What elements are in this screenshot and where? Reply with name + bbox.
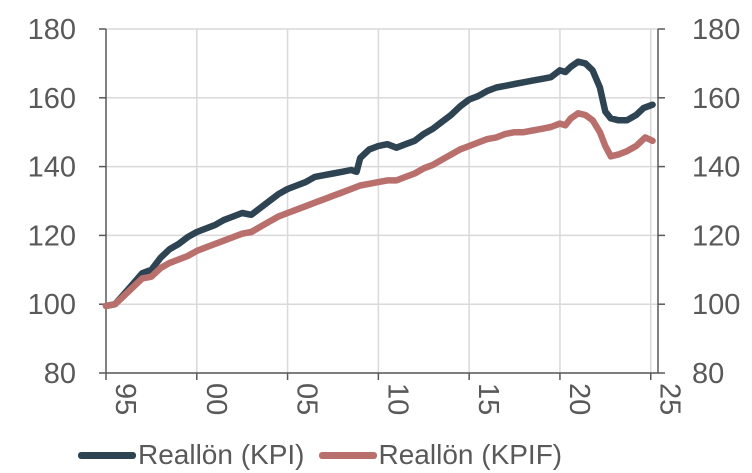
y-tick-label-left-100: 100: [28, 289, 76, 321]
legend-swatch-kpif: [318, 451, 377, 459]
legend-label-kpi: Reallön (KPI): [138, 439, 305, 470]
y-tick-label-right-120: 120: [692, 220, 740, 252]
x-tick-label-95: 95: [109, 383, 141, 415]
x-tick-label-10: 10: [381, 383, 413, 415]
tick-labels: 80 80 100 100 120 120 140 140 160 160 180 180 95 00 05…: [28, 14, 741, 415]
x-tick-label-15: 15: [472, 383, 504, 415]
x-tick-label-00: 00: [200, 383, 232, 415]
y-tick-label-right-80: 80: [692, 358, 724, 390]
x-tick-label-25: 25: [654, 383, 686, 415]
y-tick-label-left-140: 140: [28, 152, 76, 184]
y-tick-label-right-160: 160: [692, 83, 740, 115]
series-lines: [102, 58, 656, 310]
legend-swatch-kpi: [78, 451, 136, 459]
y-tick-label-right-100: 100: [692, 289, 740, 321]
legend-label-kpif: Reallön (KPIF): [378, 439, 563, 470]
y-tick-label-left-160: 160: [28, 83, 76, 115]
legend: Reallön (KPI) Reallön (KPIF): [78, 438, 576, 472]
legend-item-kpif: Reallön (KPIF): [318, 439, 563, 471]
y-tick-label-left-120: 120: [28, 220, 76, 252]
y-tick-label-left-80: 80: [44, 358, 76, 390]
axes: [99, 28, 665, 380]
series-line-0: [102, 58, 656, 310]
y-tick-label-left-180: 180: [28, 14, 76, 46]
x-tick-label-20: 20: [563, 383, 595, 415]
series-line-1: [102, 110, 656, 310]
x-tick-label-05: 05: [291, 383, 323, 415]
y-tick-label-right-180: 180: [692, 14, 740, 46]
y-tick-label-right-140: 140: [692, 152, 740, 184]
legend-item-kpi: Reallön (KPI): [78, 439, 305, 471]
grid-lines: [106, 28, 658, 374]
